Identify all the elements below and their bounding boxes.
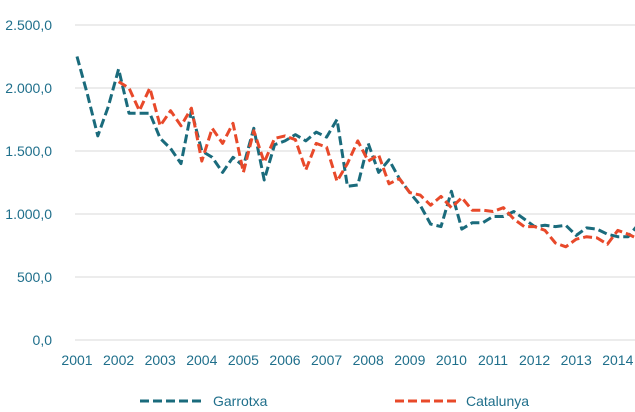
x-tick-label: 2006 [269, 352, 300, 368]
y-tick-label: 1.500,0 [5, 143, 52, 159]
x-tick-label: 2007 [311, 352, 342, 368]
x-tick-label: 2011 [478, 352, 508, 368]
y-tick-label: 1.000,0 [5, 206, 52, 222]
series-lines [75, 56, 635, 249]
x-tick-label: 2012 [519, 352, 550, 368]
x-tick-label: 2010 [436, 352, 467, 368]
x-tick-label: 2002 [103, 352, 134, 368]
grid-lines [75, 24, 635, 341]
y-tick-label: 2.000,0 [5, 80, 52, 96]
x-tick-label: 2014 [602, 352, 633, 368]
series-line-catalunya [117, 80, 635, 249]
x-axis-tick-labels: 2001 2002 2003 2004 2005 2006 2007 2008 2009 2010… [61, 352, 633, 368]
legend-label-catalunya: Catalunya [466, 393, 529, 409]
legend: Garrotxa Catalunya [140, 393, 529, 409]
y-tick-label: 2.500,0 [5, 17, 52, 33]
x-tick-label: 2005 [228, 352, 259, 368]
x-tick-label: 2013 [561, 352, 592, 368]
y-tick-label: 0,0 [33, 332, 53, 348]
y-axis-tick-labels: 0,0 500,0 1.000,0 1.500,0 2.000,0 2.500,0 [5, 17, 52, 348]
y-tick-label: 500,0 [17, 269, 52, 285]
x-tick-label: 2003 [145, 352, 176, 368]
x-tick-label: 2009 [394, 352, 425, 368]
x-tick-label: 2008 [353, 352, 384, 368]
x-tick-label: 2001 [61, 352, 92, 368]
x-tick-label: 2004 [186, 352, 217, 368]
series-line-garrotxa [75, 56, 635, 239]
legend-label-garrotxa: Garrotxa [213, 393, 268, 409]
